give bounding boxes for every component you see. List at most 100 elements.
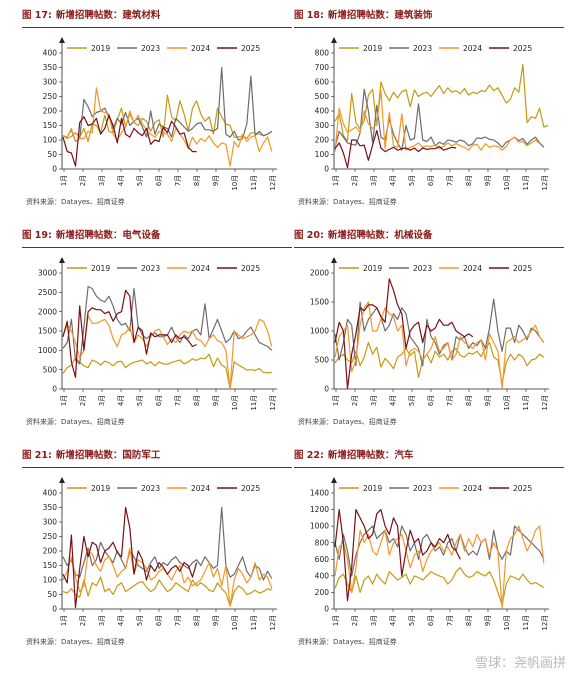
x-tick-label: 12月 — [541, 175, 549, 190]
series-line-2025 — [334, 508, 461, 602]
title-rule — [22, 27, 292, 28]
line-chart: 0 50 100 150 200 250 300 350 400 1月 2月 3月 4月 5月 6月 7月 8月… — [43, 37, 277, 190]
x-tick-label: 7月 — [174, 175, 182, 186]
source-note: 资料来源：Datayes、招商证券 — [298, 198, 397, 206]
chart-panel: 图 18: 新增招聘帖数：建筑装饰 0 100 200 300 400 500 600 700 80… — [294, 8, 564, 230]
y-tick-label: 100 — [315, 150, 330, 159]
y-tick-label: 500 — [43, 365, 58, 374]
source-note: 资料来源：Datayes、招商证券 — [298, 418, 397, 426]
y-tick-label: 1500 — [310, 298, 329, 307]
chart-title: 图 22: 新增招聘帖数：汽车 — [294, 448, 413, 464]
legend-label: 2024 — [463, 484, 482, 493]
x-tick-label: 5月 — [408, 395, 416, 406]
series-line-2023 — [334, 525, 545, 577]
y-tick-label: 1000 — [310, 327, 329, 336]
y-tick-label: 800 — [315, 538, 330, 547]
y-axis-arrow — [331, 257, 337, 263]
x-tick-label: 6月 — [155, 175, 163, 186]
x-tick-label: 4月 — [117, 615, 125, 626]
x-tick-label: 2月 — [351, 175, 359, 186]
x-tick-label: 2月 — [79, 395, 87, 406]
chart-title: 图 18: 新增招聘帖数：建筑装饰 — [294, 8, 432, 24]
chart-title: 图 20: 新增招聘帖数：机械设备 — [294, 228, 432, 244]
x-tick-label: 8月 — [465, 395, 473, 406]
y-tick-label: 250 — [43, 532, 58, 541]
series-line-2024 — [62, 314, 273, 390]
x-tick-label: 10月 — [231, 395, 239, 410]
title-rule — [22, 467, 292, 468]
source-note: 资料来源：Datayes、招商证券 — [298, 638, 397, 646]
series-line-2023 — [62, 66, 273, 143]
legend-label: 2025 — [513, 264, 532, 273]
series-line-2019 — [334, 341, 545, 384]
x-tick-label: 10月 — [231, 175, 239, 190]
series-line-2025 — [334, 129, 457, 169]
y-tick-label: 2000 — [38, 307, 57, 316]
chart-title: 图 21: 新增招聘帖数：国防军工 — [22, 448, 160, 464]
y-axis-arrow — [331, 37, 337, 43]
x-tick-label: 1月 — [332, 175, 340, 186]
legend-label: 2019 — [91, 484, 110, 493]
y-tick-label: 3000 — [38, 269, 57, 278]
x-tick-label: 2月 — [351, 395, 359, 406]
series-line-2024 — [62, 87, 273, 167]
legend-label: 2024 — [191, 264, 210, 273]
y-tick-label: 200 — [43, 547, 58, 556]
legend-label: 2025 — [513, 44, 532, 53]
source-note: 资料来源：Datayes、招商证券 — [26, 638, 125, 646]
y-tick-label: 250 — [43, 92, 58, 101]
y-tick-label: 1400 — [310, 489, 329, 498]
legend-label: 2024 — [463, 264, 482, 273]
legend-label: 2023 — [413, 44, 432, 53]
x-tick-label: 10月 — [231, 615, 239, 630]
y-tick-label: 400 — [315, 571, 330, 580]
chart-title: 图 17: 新增招聘帖数：建筑材料 — [22, 8, 160, 24]
legend-label: 2019 — [363, 264, 382, 273]
chart-title: 图 19: 新增招聘帖数：电气设备 — [22, 228, 160, 244]
figure-title: 新增招聘帖数：汽车 — [327, 450, 414, 461]
x-tick-label: 1月 — [60, 175, 68, 186]
series-line-2024 — [334, 301, 545, 389]
x-tick-label: 2月 — [79, 615, 87, 626]
series-line-2024 — [334, 90, 540, 152]
x-tick-label: 7月 — [174, 395, 182, 406]
source-note: 资料来源：Datayes、招商证券 — [26, 418, 125, 426]
series-line-2023 — [334, 88, 545, 151]
figure-title: 新增招聘帖数：建筑装饰 — [327, 10, 433, 21]
x-tick-label: 12月 — [541, 615, 549, 630]
legend-label: 2024 — [191, 484, 210, 493]
x-tick-label: 12月 — [269, 175, 277, 190]
x-tick-label: 7月 — [174, 615, 182, 626]
y-tick-label: 1000 — [38, 346, 57, 355]
x-tick-label: 8月 — [465, 615, 473, 626]
y-tick-label: 400 — [315, 107, 330, 116]
y-tick-label: 350 — [43, 503, 58, 512]
x-tick-label: 3月 — [370, 175, 378, 186]
x-tick-label: 2月 — [79, 175, 87, 186]
figure-number: 图 17: — [22, 10, 52, 21]
y-tick-label: 200 — [315, 136, 330, 145]
figure-title: 新增招聘帖数：机械设备 — [327, 230, 433, 241]
chart-panel: 图 22: 新增招聘帖数：汽车 0 200 400 600 800 1000 1200 1400 1… — [294, 448, 564, 670]
legend-label: 2023 — [141, 264, 160, 273]
series-line-2024 — [62, 547, 273, 607]
x-tick-label: 1月 — [60, 395, 68, 406]
y-tick-label: 500 — [315, 92, 330, 101]
x-tick-label: 4月 — [389, 395, 397, 406]
y-axis-arrow — [59, 477, 65, 483]
legend-label: 2019 — [363, 44, 382, 53]
y-tick-label: 200 — [43, 107, 58, 116]
y-tick-label: 2000 — [310, 269, 329, 278]
x-tick-label: 1月 — [332, 615, 340, 626]
x-tick-label: 7月 — [446, 175, 454, 186]
x-tick-label: 5月 — [136, 615, 144, 626]
figure-number: 图 21: — [22, 450, 52, 461]
y-tick-label: 50 — [47, 590, 57, 599]
x-tick-label: 10月 — [503, 175, 511, 190]
x-tick-label: 9月 — [212, 615, 220, 626]
x-tick-label: 1月 — [332, 395, 340, 406]
y-tick-label: 0 — [324, 385, 329, 394]
x-tick-label: 6月 — [427, 175, 435, 186]
x-tick-label: 12月 — [541, 395, 549, 410]
